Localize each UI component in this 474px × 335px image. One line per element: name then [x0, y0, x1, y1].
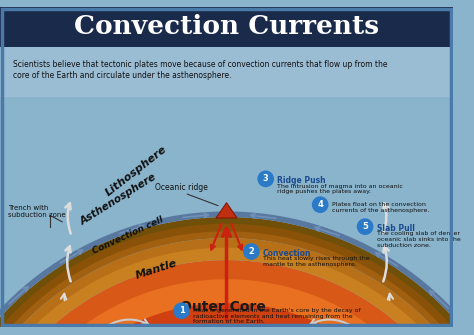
Text: 5: 5 — [362, 222, 368, 231]
Circle shape — [258, 171, 273, 187]
Text: This heat slowly rises through the
mantle to the asthenosphere.: This heat slowly rises through the mantl… — [263, 256, 369, 267]
Text: 3: 3 — [263, 174, 269, 183]
Text: Plates float on the convection
currents of the asthenosphere.: Plates float on the convection currents … — [332, 202, 429, 213]
Bar — [0, 7, 453, 47]
Polygon shape — [0, 217, 474, 335]
Text: Scientists believe that tectonic plates move because of convection currents that: Scientists believe that tectonic plates … — [13, 60, 388, 80]
Polygon shape — [216, 203, 237, 218]
Polygon shape — [0, 222, 474, 335]
Polygon shape — [31, 327, 422, 335]
Polygon shape — [7, 303, 447, 335]
Polygon shape — [0, 260, 474, 335]
Text: Outer Core: Outer Core — [180, 300, 265, 314]
Circle shape — [244, 244, 259, 259]
Polygon shape — [0, 229, 474, 335]
Bar — [0, 47, 453, 97]
Text: Asthenosphere: Asthenosphere — [78, 172, 158, 227]
Text: Convection Currents: Convection Currents — [74, 14, 379, 40]
Circle shape — [357, 219, 373, 234]
Text: Mantle: Mantle — [134, 258, 178, 281]
Text: 2: 2 — [248, 247, 255, 256]
Text: Lithosphere: Lithosphere — [103, 144, 168, 198]
Text: Convection: Convection — [263, 249, 311, 258]
Polygon shape — [0, 238, 474, 335]
Text: Convection cell: Convection cell — [91, 215, 164, 255]
Text: 4: 4 — [317, 200, 323, 209]
Text: 1: 1 — [179, 306, 184, 315]
Text: Slab Pull: Slab Pull — [376, 224, 414, 233]
Polygon shape — [0, 246, 474, 335]
Polygon shape — [0, 274, 474, 335]
Text: Oceanic ridge: Oceanic ridge — [155, 183, 208, 192]
Text: The intrusion of magma into an oceanic
ridge pushes the plates away.: The intrusion of magma into an oceanic r… — [277, 184, 403, 194]
Text: Ridge Push: Ridge Push — [277, 176, 326, 185]
Text: Trench with
subduction zone: Trench with subduction zone — [8, 205, 65, 218]
Circle shape — [174, 303, 189, 318]
Circle shape — [312, 197, 328, 212]
Text: The cooling slab of denser
oceanic slab sinks into the
subduction zone.: The cooling slab of denser oceanic slab … — [376, 231, 460, 248]
Text: Heat is generated in the Earth's core by the decay of
radioactive elements and h: Heat is generated in the Earth's core by… — [193, 308, 361, 325]
